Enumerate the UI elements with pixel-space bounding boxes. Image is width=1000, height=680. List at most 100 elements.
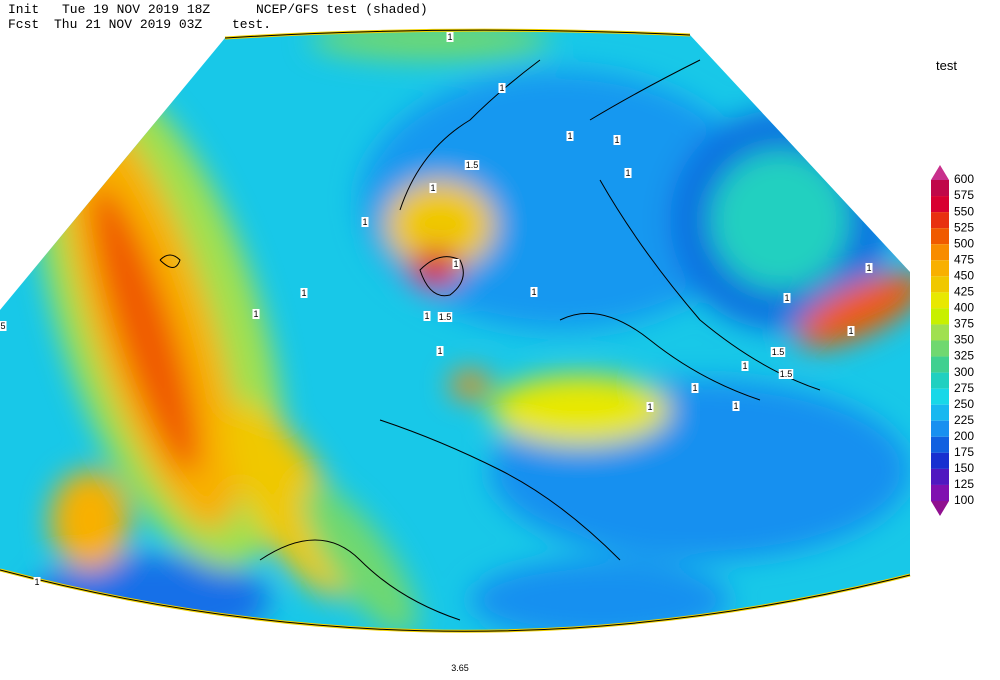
- colorbar-box: [931, 356, 949, 373]
- contour-label: 1: [34, 577, 39, 587]
- colorbar-box: [931, 260, 949, 277]
- contour-label: 1: [531, 287, 536, 297]
- colorbar-arrow: [931, 501, 949, 516]
- contour-label: 1: [866, 263, 871, 273]
- contour-label: 1.5: [780, 369, 793, 379]
- contour-label-bg: [300, 288, 308, 298]
- contour-label-bg: [847, 326, 855, 336]
- contour-label: 1: [453, 259, 458, 269]
- colorbar-box: [931, 388, 949, 405]
- init-time: Tue 19 NOV 2019 18Z: [62, 2, 210, 17]
- contour-label-bg: [865, 263, 873, 273]
- contour-label-bg: [691, 383, 699, 393]
- colorbar-label: 225: [954, 413, 974, 427]
- contour-label-bg: [361, 217, 369, 227]
- colorbar-label: 450: [954, 268, 974, 282]
- contour-label: 1.5: [772, 347, 785, 357]
- colorbar-box: [931, 244, 949, 261]
- shaded-field: [0, 30, 910, 632]
- colorbar-box: [931, 372, 949, 389]
- contour-label: 1: [362, 217, 367, 227]
- colorbar-box: [931, 228, 949, 245]
- contour-label: 1: [424, 311, 429, 321]
- contour-label: 1.5: [439, 312, 452, 322]
- colorbar-label: 600: [954, 172, 974, 186]
- colorbar-box: [931, 308, 949, 325]
- colorbar-label: 550: [954, 204, 974, 218]
- colorbar-label: 375: [954, 317, 974, 331]
- contour-label: 1.5: [466, 160, 479, 170]
- model-name: NCEP/GFS test (shaded): [256, 2, 428, 17]
- contour-label-bg: [252, 309, 260, 319]
- colorbar-label: 575: [954, 188, 974, 202]
- colorbar-box: [931, 484, 949, 501]
- fcst-time: Thu 21 NOV 2019 03Z: [54, 17, 202, 32]
- contour-label-bg: [452, 259, 460, 269]
- contour-label-bg: [783, 293, 791, 303]
- contour-label-bg: [613, 135, 621, 145]
- contour-label: 1: [567, 131, 572, 141]
- colorbar-box: [931, 452, 949, 469]
- contour-label: 1: [733, 401, 738, 411]
- contour-label-bg: [429, 183, 437, 193]
- contour-label: 1: [253, 309, 258, 319]
- contour-label-bg: [33, 577, 41, 587]
- colorbar-label: 175: [954, 445, 974, 459]
- contour-label: 1: [437, 346, 442, 356]
- colorbar-box: [931, 436, 949, 453]
- contour-label-bg: [0, 321, 7, 331]
- init-label: Init: [8, 2, 39, 17]
- colorbar-box: [931, 404, 949, 421]
- contour-label: 1: [614, 135, 619, 145]
- contour-label-bg: [732, 401, 740, 411]
- contour-label-bg: [464, 160, 480, 170]
- contour-label: 1: [301, 288, 306, 298]
- colorbar-label: 500: [954, 236, 974, 250]
- field-name: test.: [232, 17, 271, 32]
- colorbar-label: 300: [954, 365, 974, 379]
- colorbar-label: 100: [954, 493, 974, 507]
- contour-label-bg: [498, 83, 506, 93]
- contour-label: 1: [625, 168, 630, 178]
- colorbar-label: 525: [954, 220, 974, 234]
- contour-label-bg: [741, 361, 749, 371]
- header: Init Tue 19 NOV 2019 18Z NCEP/GFS test (…: [8, 2, 428, 32]
- colorbar-label: 250: [954, 397, 974, 411]
- contour-label: 1: [692, 383, 697, 393]
- colorbar-box: [931, 180, 949, 197]
- colorbar-box: [931, 292, 949, 309]
- contour-label: 3.65: [451, 663, 469, 673]
- colorbar-title: test: [936, 58, 957, 73]
- colorbar-box: [931, 340, 949, 357]
- contour-label: 1: [647, 402, 652, 412]
- contour-label-bg: [423, 311, 431, 321]
- contour-label-bg: [450, 663, 470, 673]
- colorbar-box: [931, 420, 949, 437]
- colorbar-label: 275: [954, 381, 974, 395]
- contour-label-bg: [437, 312, 453, 322]
- colorbar-label: 325: [954, 349, 974, 363]
- colorbar-arrow: [931, 165, 949, 180]
- colorbar-box: [931, 212, 949, 229]
- colorbar-box: [931, 324, 949, 341]
- colorbar-label: 475: [954, 252, 974, 266]
- contour-label-bg: [646, 402, 654, 412]
- contour-label-bg: [566, 131, 574, 141]
- contour-label: 1: [430, 183, 435, 193]
- contour-label: 1: [499, 83, 504, 93]
- contour-label: 1: [784, 293, 789, 303]
- contour-label-bg: [436, 346, 444, 356]
- colorbar-box: [931, 196, 949, 213]
- contour-label: 5: [0, 321, 5, 331]
- colorbar-label: 125: [954, 477, 974, 491]
- contour-label: 1: [848, 326, 853, 336]
- contour-label-bg: [778, 369, 794, 379]
- contour-label-bg: [446, 32, 454, 42]
- fcst-label: Fcst: [8, 17, 39, 32]
- colorbar-label: 150: [954, 461, 974, 475]
- colorbar-box: [931, 276, 949, 293]
- contour-label: 1: [742, 361, 747, 371]
- colorbar-label: 200: [954, 429, 974, 443]
- colorbar-label: 400: [954, 301, 974, 315]
